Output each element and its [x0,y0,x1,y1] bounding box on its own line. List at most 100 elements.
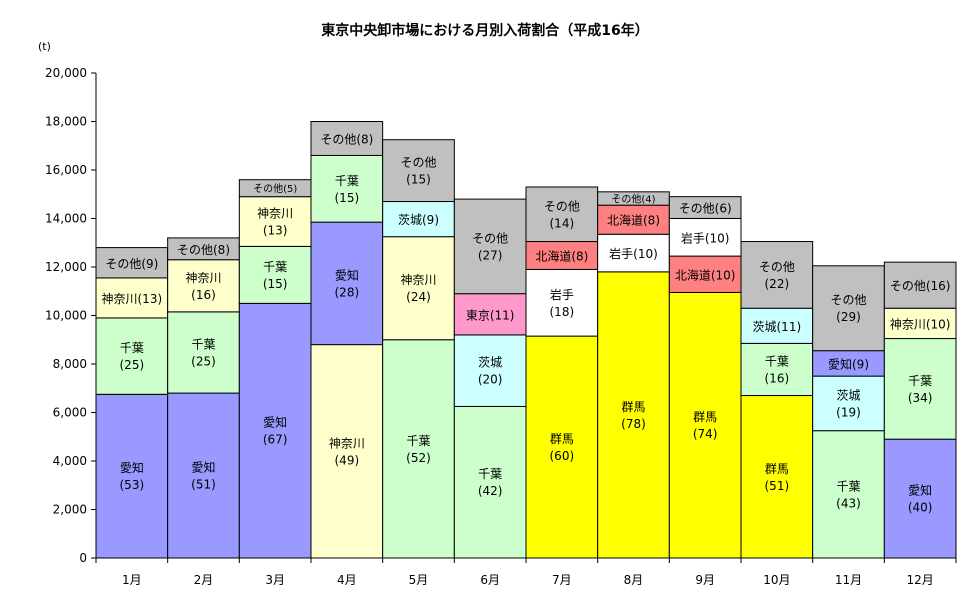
segment-percent: (40) [908,501,933,515]
bar-segment [382,236,455,341]
bar-segment [238,302,312,559]
segment-label: 愛知(9) [828,357,869,371]
segment-label: 千葉 [263,260,287,274]
segment-label: 千葉 [908,374,932,388]
bar-segment [740,307,814,344]
segment-percent: (29) [836,310,861,324]
segment-percent: (16) [191,288,216,302]
y-tick-label: 10,000 [45,309,87,323]
segment-label: 神奈川 [185,271,221,285]
segment-label: 神奈川 [400,273,436,287]
segment-percent: (78) [621,417,646,431]
x-tick-label: 11月 [835,573,862,587]
segment-label: 千葉 [406,434,430,448]
segment-label: 神奈川 [329,436,365,450]
bar-segment [668,291,742,559]
segment-label: 千葉 [335,174,359,188]
bar-segment [95,393,169,559]
bar-segment [740,395,814,559]
segment-label: 茨城(11) [753,320,802,334]
bar-segment [310,154,384,223]
segment-percent: (18) [550,305,575,319]
bar-segment [382,139,455,203]
segment-label: 岩手 [550,287,574,302]
bar-segment [167,311,240,394]
segment-label: 愛知 [191,461,215,475]
bar-segment [740,342,814,397]
x-tick-label: 12月 [907,573,934,587]
segment-percent: (20) [478,373,503,387]
segment-label: 岩手(10) [609,246,658,261]
bar-segment [167,392,240,559]
segment-label: 神奈川 [257,207,293,221]
bar-segment [525,241,599,270]
segment-percent: (14) [550,216,575,230]
x-tick-label: 3月 [265,573,285,587]
segment-label: 愛知 [908,484,932,498]
segment-percent: (15) [335,191,360,205]
bar-segment [812,375,885,432]
segment-percent: (15) [406,173,431,187]
bar-segment [310,221,384,346]
x-tick-label: 10月 [763,573,790,587]
bar-segment [668,196,742,220]
bar-segment [668,218,742,257]
segment-label: 群馬 [550,432,574,446]
bar-segment [95,247,169,279]
segment-percent: (25) [120,358,145,372]
segment-label: その他(4) [611,192,655,205]
segment-label: 北海道(8) [607,213,660,228]
y-tick-label: 16,000 [45,163,87,177]
segment-label: 千葉 [836,479,860,493]
segment-percent: (51) [765,479,790,493]
segment-percent: (28) [335,285,360,299]
segment-label: 群馬 [621,400,645,414]
segment-percent: (34) [908,391,933,405]
segment-label: 愛知 [263,416,287,430]
segment-percent: (51) [191,478,216,492]
segment-label: 千葉 [191,337,215,351]
segment-label: その他 [830,293,866,307]
y-axis-unit: (t) [38,40,51,53]
bar-segment [740,241,814,309]
segment-percent: (74) [693,427,718,441]
x-tick-label: 1月 [122,573,142,587]
y-tick-label: 8,000 [53,357,87,371]
segment-percent: (53) [120,478,145,492]
bar-segment [883,261,957,309]
x-tick-label: 2月 [194,573,214,587]
segment-label: その他(5) [253,182,297,195]
x-tick-label: 4月 [337,573,357,587]
segment-percent: (15) [263,277,288,291]
segment-percent: (16) [765,371,790,385]
bar-segment [812,430,885,559]
segment-label: 北海道(10) [675,267,736,282]
segment-label: 群馬 [765,462,789,476]
bar-segment [883,307,957,340]
segment-percent: (60) [550,449,575,463]
bar-segment [812,265,885,352]
bar-segment [883,338,957,440]
bar-segment [167,259,240,313]
bar-segment [310,121,384,156]
bar-segment [597,204,670,235]
bar-segment [310,344,384,559]
segment-percent: (52) [406,451,431,465]
segment-label: 群馬 [693,410,717,424]
bar-segment [238,245,312,304]
segment-percent: (22) [765,277,790,291]
segment-percent: (19) [836,405,861,419]
segment-label: 東京(11) [466,308,515,322]
segment-label: その他(8) [320,132,373,146]
bar-segment [453,198,527,295]
y-tick-label: 2,000 [53,503,87,517]
segment-percent: (49) [335,453,360,467]
segment-label: 千葉 [765,354,789,368]
segment-label: 千葉 [478,467,502,481]
bar-segment [525,268,599,337]
y-tick-label: 4,000 [53,454,87,468]
segment-percent: (25) [191,354,216,368]
y-tick-label: 6,000 [53,406,87,420]
segment-label: その他(8) [177,243,230,257]
